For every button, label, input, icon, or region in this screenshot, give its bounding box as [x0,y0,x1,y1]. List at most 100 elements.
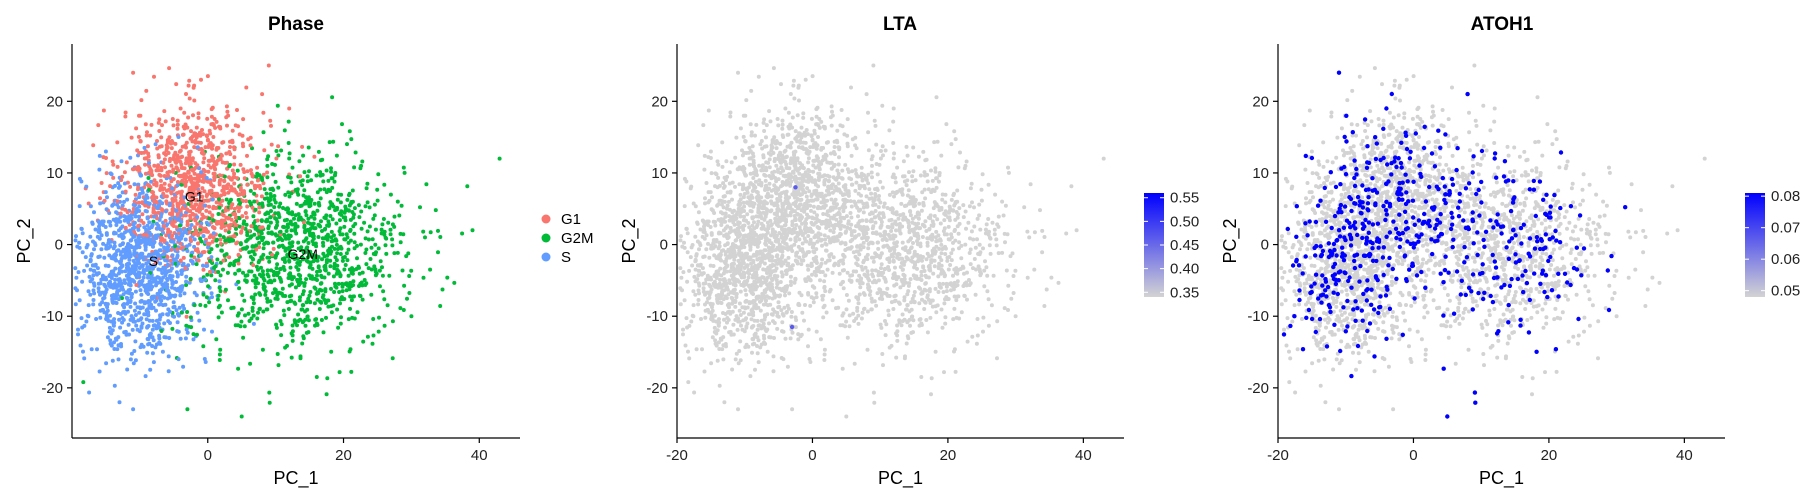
point-low [738,313,743,317]
point-g1 [86,201,91,206]
point-g1 [242,189,246,194]
point-g2m [261,282,266,287]
point-g2m [298,215,303,220]
point-s [139,186,144,191]
point-s [176,135,181,139]
point-low [728,189,733,194]
point-g2m [301,193,306,198]
point-g1 [229,217,234,222]
point-s [159,212,164,217]
point-s [147,220,152,225]
point-g1 [156,163,161,168]
point-low [951,317,956,322]
point-low [798,202,803,207]
point-g2m [296,240,301,245]
point-g2m [377,268,382,273]
point-g2m [293,285,298,290]
point-g2m [185,407,190,412]
point-g1 [258,186,263,191]
point-low [722,233,727,238]
point-s [85,263,90,268]
point-low [771,319,775,324]
point-s [96,286,101,291]
point-g1 [186,115,191,120]
point-low [990,220,995,225]
point-g2m [296,192,301,197]
point-g1 [219,153,224,158]
point-g2m [357,271,362,276]
point-g2m [329,286,333,291]
point-g2m [380,273,385,278]
point-g2m [395,250,400,255]
point-g1 [158,178,163,183]
point-g2m [271,240,276,245]
point-g2m [302,225,307,230]
point-g2m [342,224,347,229]
point-g1 [269,142,274,147]
point-low [717,383,722,388]
point-g1 [274,156,279,161]
point-low [872,400,877,405]
point-g2m [371,251,376,256]
point-g2m [285,206,290,211]
point-g1 [223,208,228,213]
point-s [187,280,192,285]
point-low [885,224,890,229]
point-g1 [218,237,223,242]
point-g1 [213,206,218,210]
point-g2m [324,168,329,173]
point-g1 [212,178,217,182]
point-s [176,261,181,266]
point-low [815,105,820,110]
point-low [856,199,861,204]
point-g1 [178,199,183,204]
point-g2m [239,307,244,312]
point-g2m [387,273,392,278]
point-g1 [171,123,176,128]
point-g2m [289,355,294,360]
legend-swatch [541,252,551,262]
point-low [716,175,721,180]
point-g2m [470,228,475,233]
point-low [889,229,894,233]
point-g2m [244,239,249,244]
point-g2m [204,295,209,300]
point-low [952,294,957,299]
point-g2m [308,231,312,236]
point-low [964,159,969,164]
point-g1 [170,199,175,204]
point-g1 [156,168,161,173]
point-s [130,327,135,332]
point-low [934,310,939,315]
point-s [170,253,175,258]
point-low [684,179,689,184]
point-low [806,344,810,349]
point-low [783,106,788,111]
point-low [969,181,974,186]
point-s [114,210,119,215]
point-s [150,344,155,348]
point-g2m [336,325,341,330]
point-s [117,317,122,322]
point-s [142,145,147,150]
point-g2m [252,273,257,278]
point-g1 [185,223,190,228]
point-low [1064,231,1069,236]
point-g1 [238,162,243,167]
point-g2m [257,307,262,312]
point-g1 [221,258,226,263]
point-low [747,162,752,167]
point-g1 [181,245,186,250]
point-s [160,349,165,354]
point-g2m [330,217,335,222]
point-low [959,256,964,261]
point-low [965,339,970,344]
point-low [1004,268,1009,273]
point-g2m [265,175,270,180]
point-g2m [298,277,303,282]
point-s [175,274,180,279]
point-s [148,237,153,242]
point-s [153,299,158,304]
point-g2m [218,233,222,238]
legend-swatch [541,233,551,243]
